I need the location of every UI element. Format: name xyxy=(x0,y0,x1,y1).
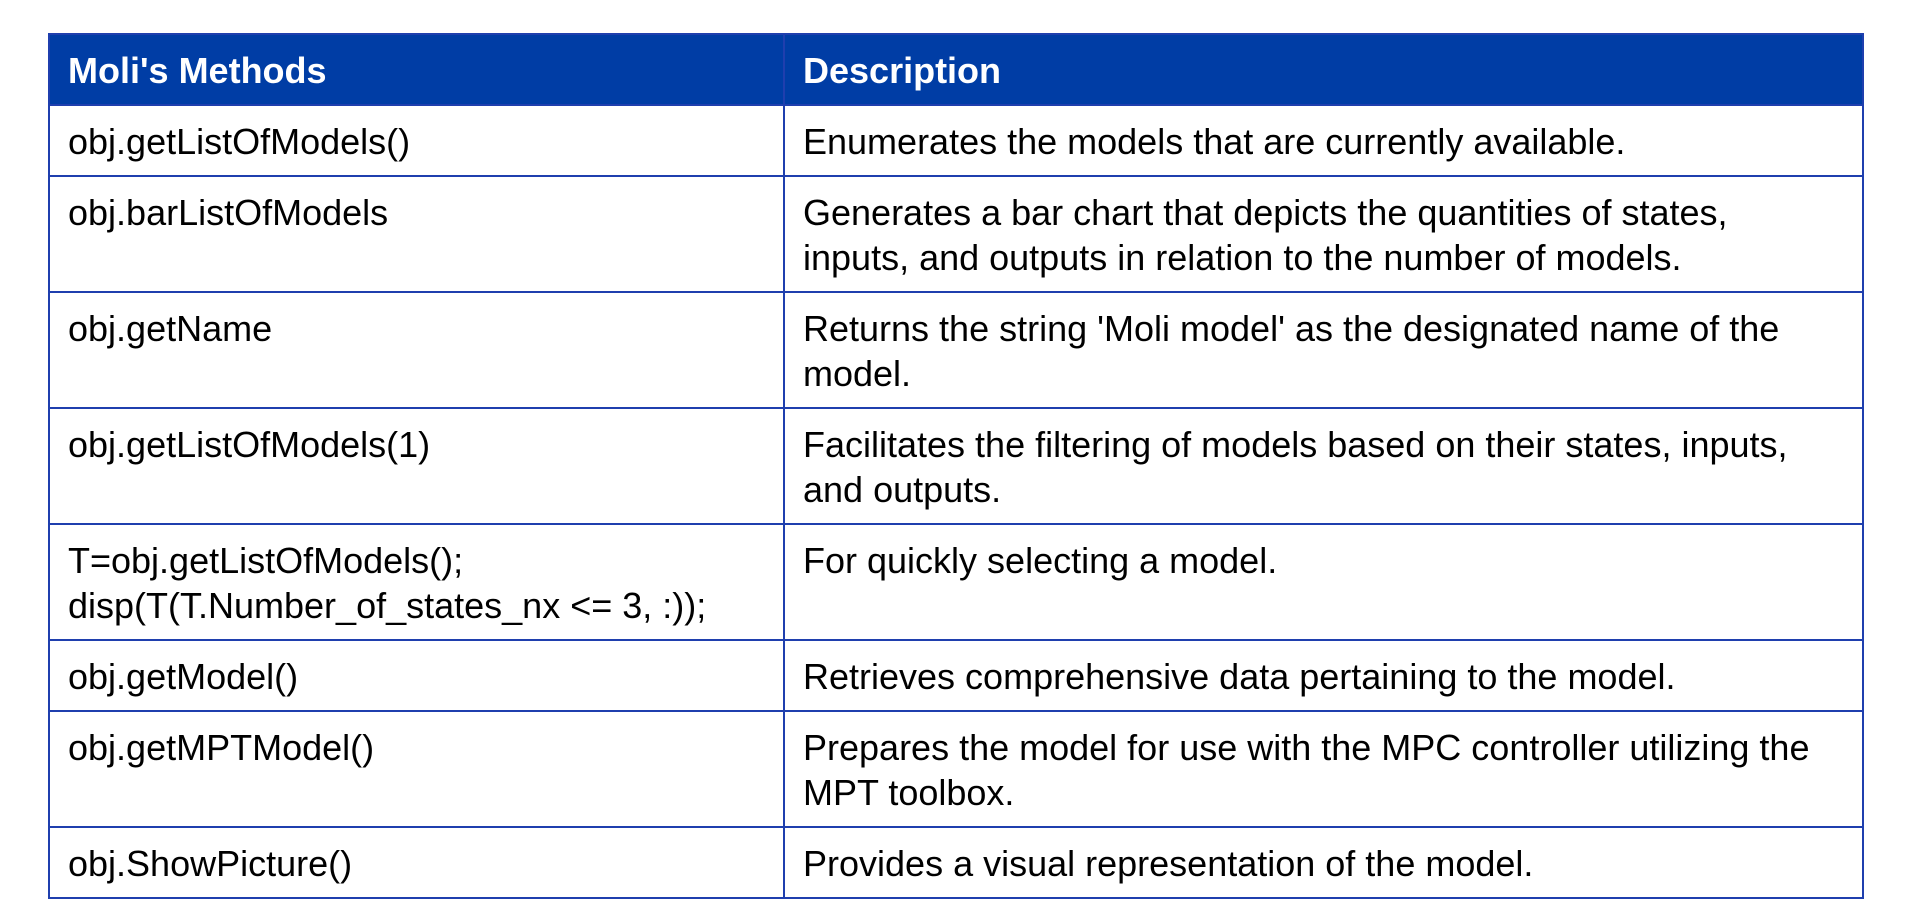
table-row: obj.getListOfModels() Enumerates the mod… xyxy=(48,104,1864,177)
table-row: obj.getModel() Retrieves comprehensive d… xyxy=(48,639,1864,712)
description-line: and outputs. xyxy=(803,469,1002,510)
table-header: Moli's Methods Description xyxy=(48,33,1864,106)
description-line: model. xyxy=(803,353,912,394)
method-line: obj.getListOfModels(1) xyxy=(68,424,431,465)
description-line: inputs, and outputs in relation to the n… xyxy=(803,237,1682,278)
method-line: obj.barListOfModels xyxy=(68,192,389,233)
methods-table-container: Moli's Methods Description obj.getListOf… xyxy=(48,33,1864,899)
method-line: obj.ShowPicture() xyxy=(68,843,353,884)
methods-table: Moli's Methods Description obj.getListOf… xyxy=(48,33,1864,899)
header-method: Moli's Methods xyxy=(48,33,785,106)
method-line: T=obj.getListOfModels(); xyxy=(68,540,464,581)
description-line: Generates a bar chart that depicts the q… xyxy=(803,192,1728,233)
description-line: Returns the string 'Moli model' as the d… xyxy=(803,308,1780,349)
method-cell: obj.getModel() xyxy=(48,639,785,712)
description-cell: For quickly selecting a model. xyxy=(783,523,1864,641)
description-cell: Retrieves comprehensive data pertaining … xyxy=(783,639,1864,712)
description-line: Enumerates the models that are currently… xyxy=(803,121,1626,162)
description-cell: Enumerates the models that are currently… xyxy=(783,104,1864,177)
method-cell: obj.getMPTModel() xyxy=(48,710,785,828)
description-line: Prepares the model for use with the MPC … xyxy=(803,727,1810,768)
table-row: obj.ShowPicture() Provides a visual repr… xyxy=(48,826,1864,899)
method-line: obj.getListOfModels() xyxy=(68,121,411,162)
description-line: Provides a visual representation of the … xyxy=(803,843,1534,884)
method-cell: obj.barListOfModels xyxy=(48,175,785,293)
table-row: obj.getMPTModel() Prepares the model for… xyxy=(48,710,1864,828)
method-line: obj.getName xyxy=(68,308,273,349)
description-cell: Returns the string 'Moli model' as the d… xyxy=(783,291,1864,409)
table-row: obj.barListOfModels Generates a bar char… xyxy=(48,175,1864,293)
description-cell: Facilitates the filtering of models base… xyxy=(783,407,1864,525)
description-line: Facilitates the filtering of models base… xyxy=(803,424,1788,465)
header-row: Moli's Methods Description xyxy=(48,33,1864,106)
description-line: Retrieves comprehensive data pertaining … xyxy=(803,656,1676,697)
method-cell: obj.getListOfModels() xyxy=(48,104,785,177)
method-cell: T=obj.getListOfModels(); disp(T(T.Number… xyxy=(48,523,785,641)
table-row: T=obj.getListOfModels(); disp(T(T.Number… xyxy=(48,523,1864,641)
description-cell: Generates a bar chart that depicts the q… xyxy=(783,175,1864,293)
header-description: Description xyxy=(783,33,1864,106)
table-row: obj.getListOfModels(1) Facilitates the f… xyxy=(48,407,1864,525)
method-line: obj.getMPTModel() xyxy=(68,727,375,768)
table-row: obj.getName Returns the string 'Moli mod… xyxy=(48,291,1864,409)
method-cell: obj.ShowPicture() xyxy=(48,826,785,899)
method-line: disp(T(T.Number_of_states_nx <= 3, :)); xyxy=(68,585,707,626)
method-line: obj.getModel() xyxy=(68,656,299,697)
table-body: obj.getListOfModels() Enumerates the mod… xyxy=(48,104,1864,899)
description-line: MPT toolbox. xyxy=(803,772,1015,813)
description-line: For quickly selecting a model. xyxy=(803,540,1278,581)
method-cell: obj.getListOfModels(1) xyxy=(48,407,785,525)
description-cell: Provides a visual representation of the … xyxy=(783,826,1864,899)
method-cell: obj.getName xyxy=(48,291,785,409)
description-cell: Prepares the model for use with the MPC … xyxy=(783,710,1864,828)
